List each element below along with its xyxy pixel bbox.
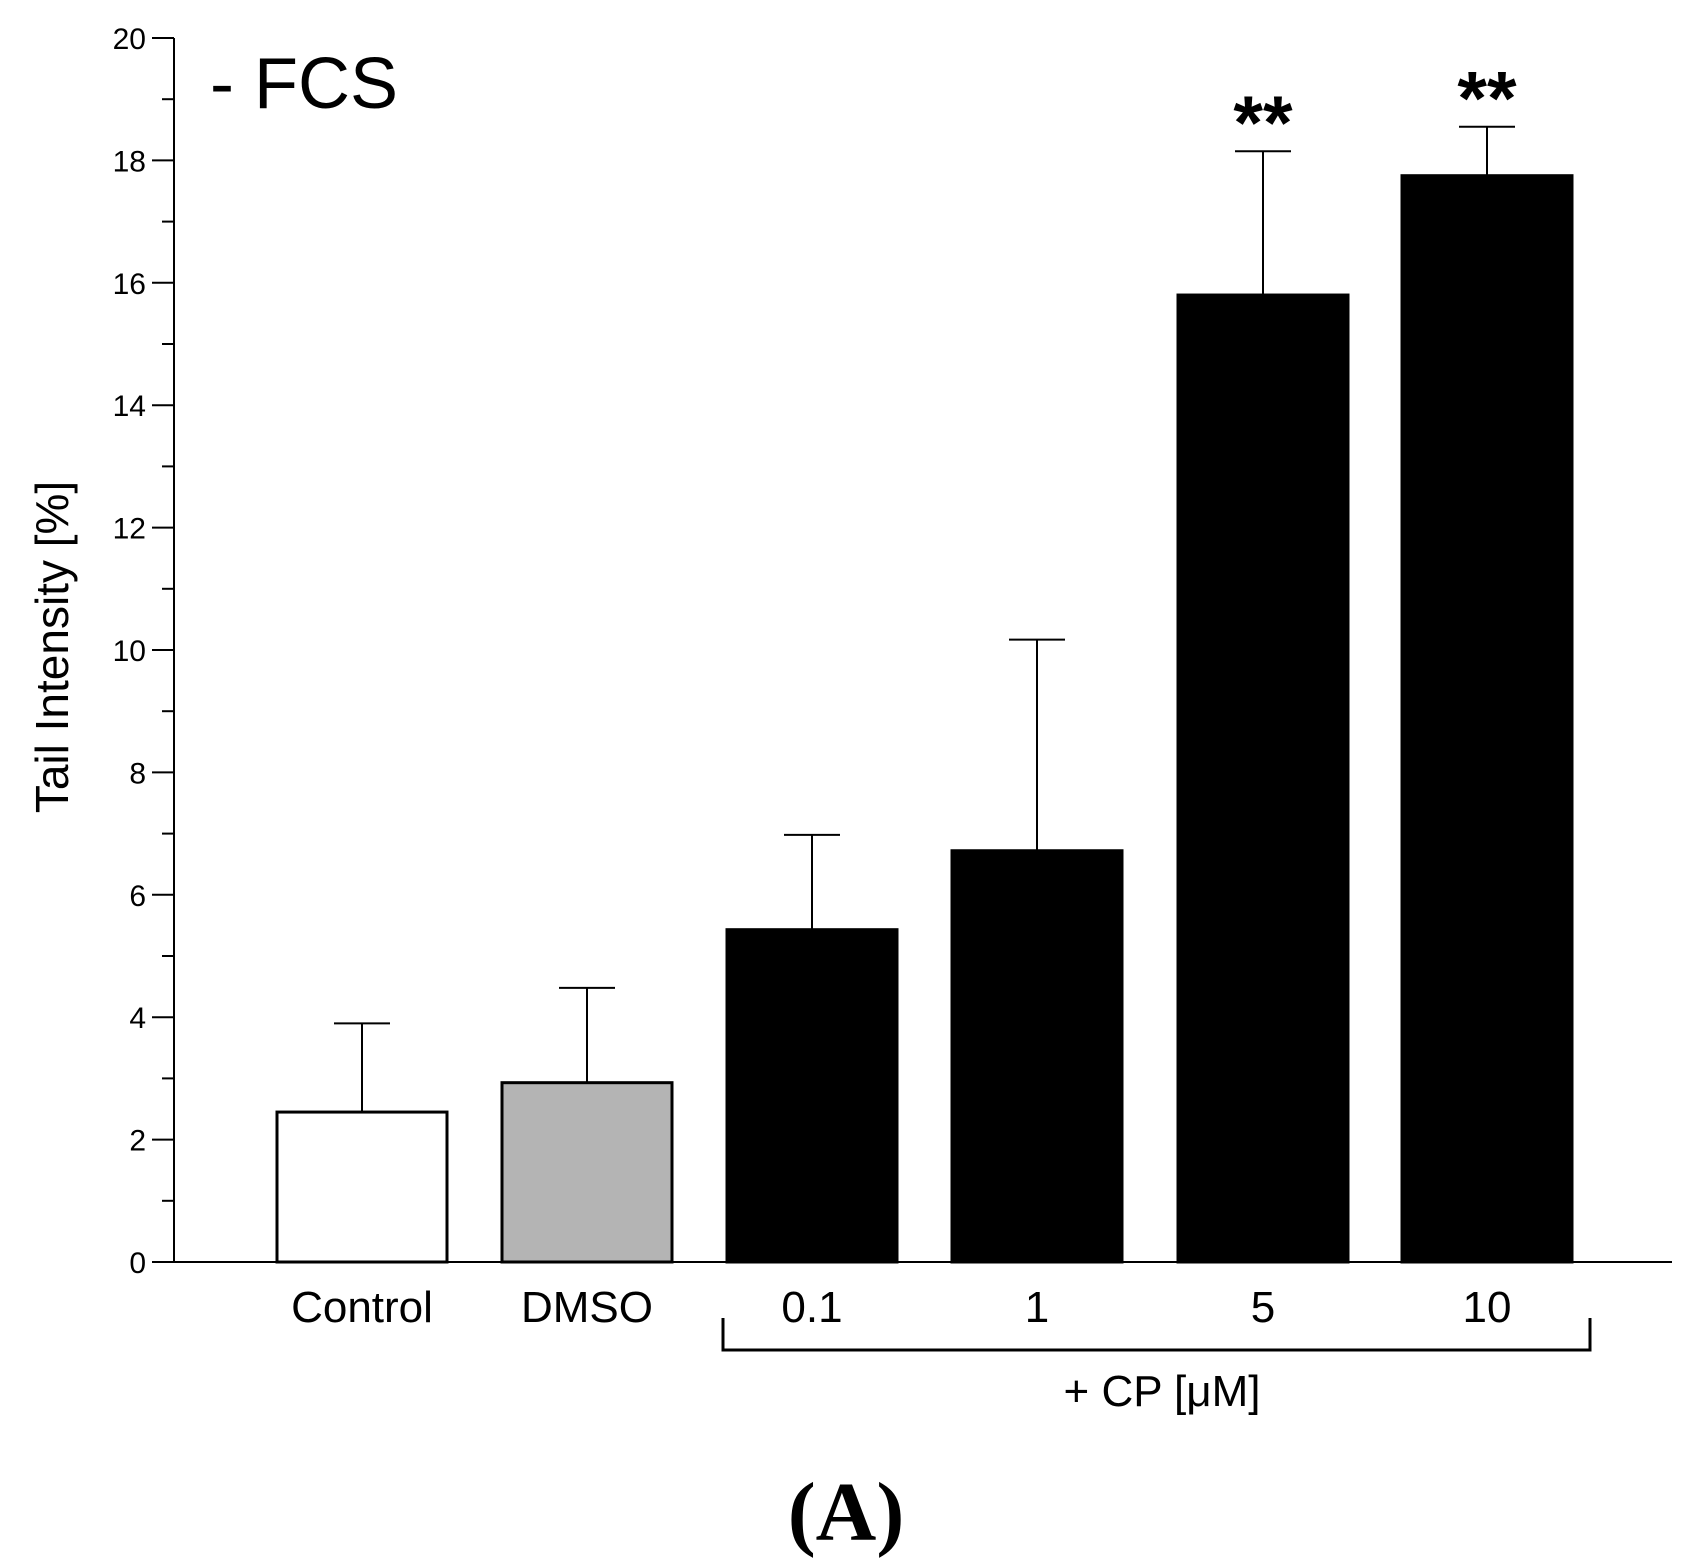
- y-tick-label: 16: [113, 268, 146, 301]
- x-tick-label: Control: [291, 1283, 433, 1332]
- y-axis-label: Tail Intensity [%]: [26, 481, 78, 813]
- y-tick-label: 4: [129, 1002, 146, 1035]
- bars: [275, 174, 1574, 1264]
- chart-title: - FCS: [210, 44, 398, 124]
- bar-dmso: [500, 1081, 674, 1264]
- group-bracket-line: [721, 1318, 1592, 1352]
- bar-0-1: [725, 928, 899, 1264]
- y-tick-label: 20: [113, 23, 146, 56]
- x-tick-label: 5: [1251, 1283, 1275, 1332]
- x-tick-labels: Control DMSO 0.1 1 5 10: [291, 1283, 1511, 1332]
- y-tick-label: 10: [113, 635, 146, 668]
- y-tick-label: 6: [129, 880, 146, 913]
- y-tick-label: 18: [113, 145, 146, 178]
- cp-group-bracket: [721, 1318, 1592, 1352]
- x-tick-label: 1: [1025, 1283, 1049, 1332]
- bar-1: [950, 849, 1124, 1264]
- y-tick-label: 0: [129, 1247, 146, 1280]
- y-axis: 0 2 4 6 8 10 12 14 16 18 20: [113, 23, 175, 1280]
- x-tick-label: 10: [1463, 1283, 1512, 1332]
- significance-marker: **: [1233, 81, 1293, 166]
- bar-control: [275, 1110, 449, 1264]
- y-tick-label: 14: [113, 390, 146, 423]
- panel-label: (A): [788, 1466, 905, 1559]
- y-tick-label: 2: [129, 1125, 146, 1158]
- bar-10: [1400, 174, 1574, 1264]
- y-tick-label: 8: [129, 757, 146, 790]
- bar-5: [1176, 293, 1350, 1264]
- group-label: + CP [μM]: [1064, 1367, 1261, 1416]
- significance-marker: **: [1457, 57, 1517, 142]
- significance-markers: ** **: [1233, 57, 1517, 166]
- y-tick-label: 12: [113, 513, 146, 546]
- x-tick-label: 0.1: [781, 1283, 842, 1332]
- error-bars: [334, 125, 1515, 1113]
- x-tick-label: DMSO: [521, 1283, 653, 1332]
